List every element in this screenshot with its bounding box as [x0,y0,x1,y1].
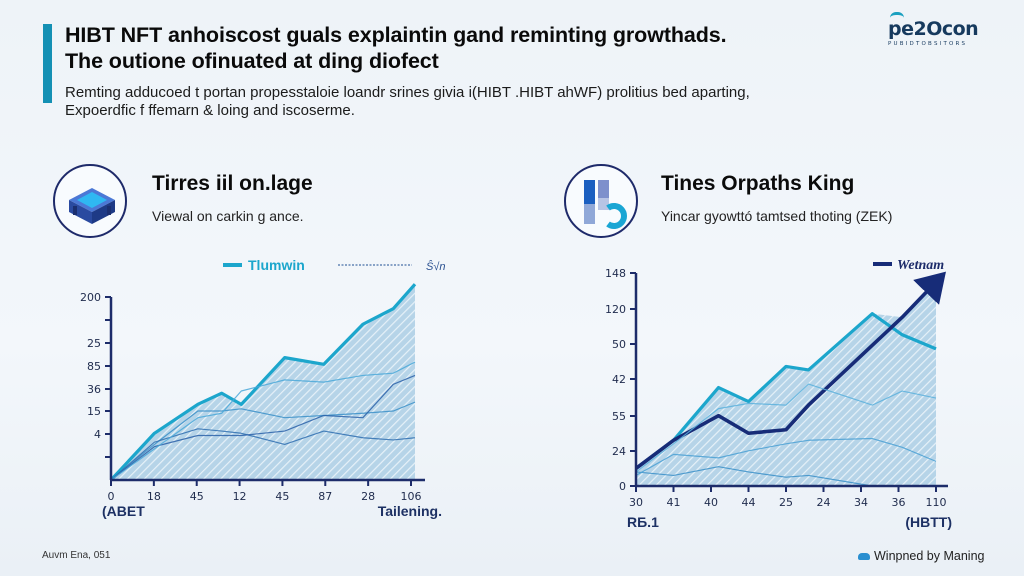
c1-x-tick-label: 0 [108,490,115,503]
subtext-line-1: Remting adducoed t portan propesstaloie … [65,84,750,101]
chart-1-xlabel: Tailening. [378,503,442,519]
c2-y-tick-label: 0 [619,480,626,493]
footer-attribution: Winpned by Maning [858,549,984,563]
chart-1-legend-annotation: Ŝ√n [426,260,446,273]
c1-series-tlumwin-line [109,283,417,482]
bar-gauge-icon [564,164,638,238]
headline-line-1: HIBT NFT anhoiscost guals explaintin gan… [65,23,727,47]
c1-x-tick-label: 87 [318,490,332,503]
c1-y-tick-label: 200 [80,291,101,304]
panel-2-title: Tines Orpaths King [661,172,855,195]
chart-1: 4 15 36 85 25 200 0 18 45 12 45 87 28 106 (ABET Taile… [80,257,446,519]
c1-x-tick-label: 12 [233,490,247,503]
c2-y-tick-label: 55 [612,410,626,423]
cube-icon [53,164,127,238]
headline-line-2: The outione ofinuated at ding diofect [65,49,439,73]
c1-y-tick-label: 36 [87,383,101,396]
c1-x-tick-label: 106 [401,490,422,503]
c1-x-tick-label: 18 [147,490,161,503]
c2-x-tick-label: 44 [742,496,756,509]
c1-y-tick-label: 4 [94,428,101,441]
chart-1-legend: Tlumwin Ŝ√n [223,257,446,273]
c2-x-tick-label: 40 [704,496,718,509]
c1-y-tick-label: 25 [87,337,101,350]
c2-y-tick-label: 120 [605,303,626,316]
c2-x-tick-label: 24 [817,496,831,509]
c2-x-tick-label: 110 [926,496,947,509]
c1-series-sub-3-line [110,374,416,481]
c2-y-tick-label: 42 [612,373,626,386]
chart-1-ticks-layer: 4 15 36 85 25 200 0 18 45 12 45 87 28 106 [80,291,422,503]
c2-x-tick-label: 41 [667,496,681,509]
c2-x-tick-label: 25 [779,496,793,509]
page-subtext: Remting adducoed t portan propesstaloie … [65,84,825,120]
c1-series-sub-4-line [110,361,416,481]
logo-wordmark: pe2Ocon [888,18,979,40]
logo-tagline: PUBIDTOBSITORS [888,41,968,47]
chart-2-legend-label: Wetnam [897,258,944,273]
chart-2-ticks-layer: 0 24 55 42 50 120 148 30 41 40 44 25 24 34 36 110 [605,267,947,509]
c1-x-tick-label: 28 [361,490,375,503]
page-headline: HIBT NFT anhoiscost guals explaintin gan… [65,22,845,74]
c1-y-tick-label: 85 [87,360,101,373]
c1-x-tick-label: 45 [275,490,289,503]
chart-2-ylabel: RБ.1 [627,514,659,530]
c2-area-fill [636,282,936,486]
chart-1-lines-layer [109,283,417,482]
panel-1-subtitle: Viewal on carkin g ance. [152,208,304,224]
c2-x-tick-label: 34 [854,496,868,509]
c1-y-tick-label: 15 [87,405,101,418]
c2-series-sub-2-line [635,437,937,476]
cloud-icon [858,552,870,560]
c1-x-tick-label: 45 [190,490,204,503]
panel-2-subtitle: Yincar gyowttó tamtsed thoting (ZEK) [661,208,893,224]
c2-y-tick-label: 148 [605,267,626,280]
c2-series-sub-3-line [635,383,937,473]
footer-credit: Auvm Ena, 051 [42,550,111,561]
c2-x-tick-label: 36 [892,496,906,509]
chart-2-area-layer [636,282,936,486]
c1-series-sub-2-line [110,428,416,481]
brand-logo: pe2Ocon PUBIDTOBSITORS [884,12,1004,48]
c2-y-tick-label: 50 [612,338,626,351]
footer-attribution-text: Winpned by Maning [874,549,985,563]
chart-2-xlabel: (HBTT) [905,514,952,530]
c2-x-tick-label: 30 [629,496,643,509]
panel-1-title: Tirres iil on.lage [152,172,313,195]
accent-bar [43,24,52,103]
logo-mark-icon [890,12,904,18]
c1-series-sub-1-line [110,401,416,481]
chart-1-ylabel: (ABET [102,503,145,519]
chart-1-legend-label: Tlumwin [248,257,305,273]
subtext-line-2: Expoerdfic f ffemarn & loing and iscoser… [65,102,355,119]
c2-y-tick-label: 24 [612,445,626,458]
chart-2-legend: Wetnam [873,258,944,273]
